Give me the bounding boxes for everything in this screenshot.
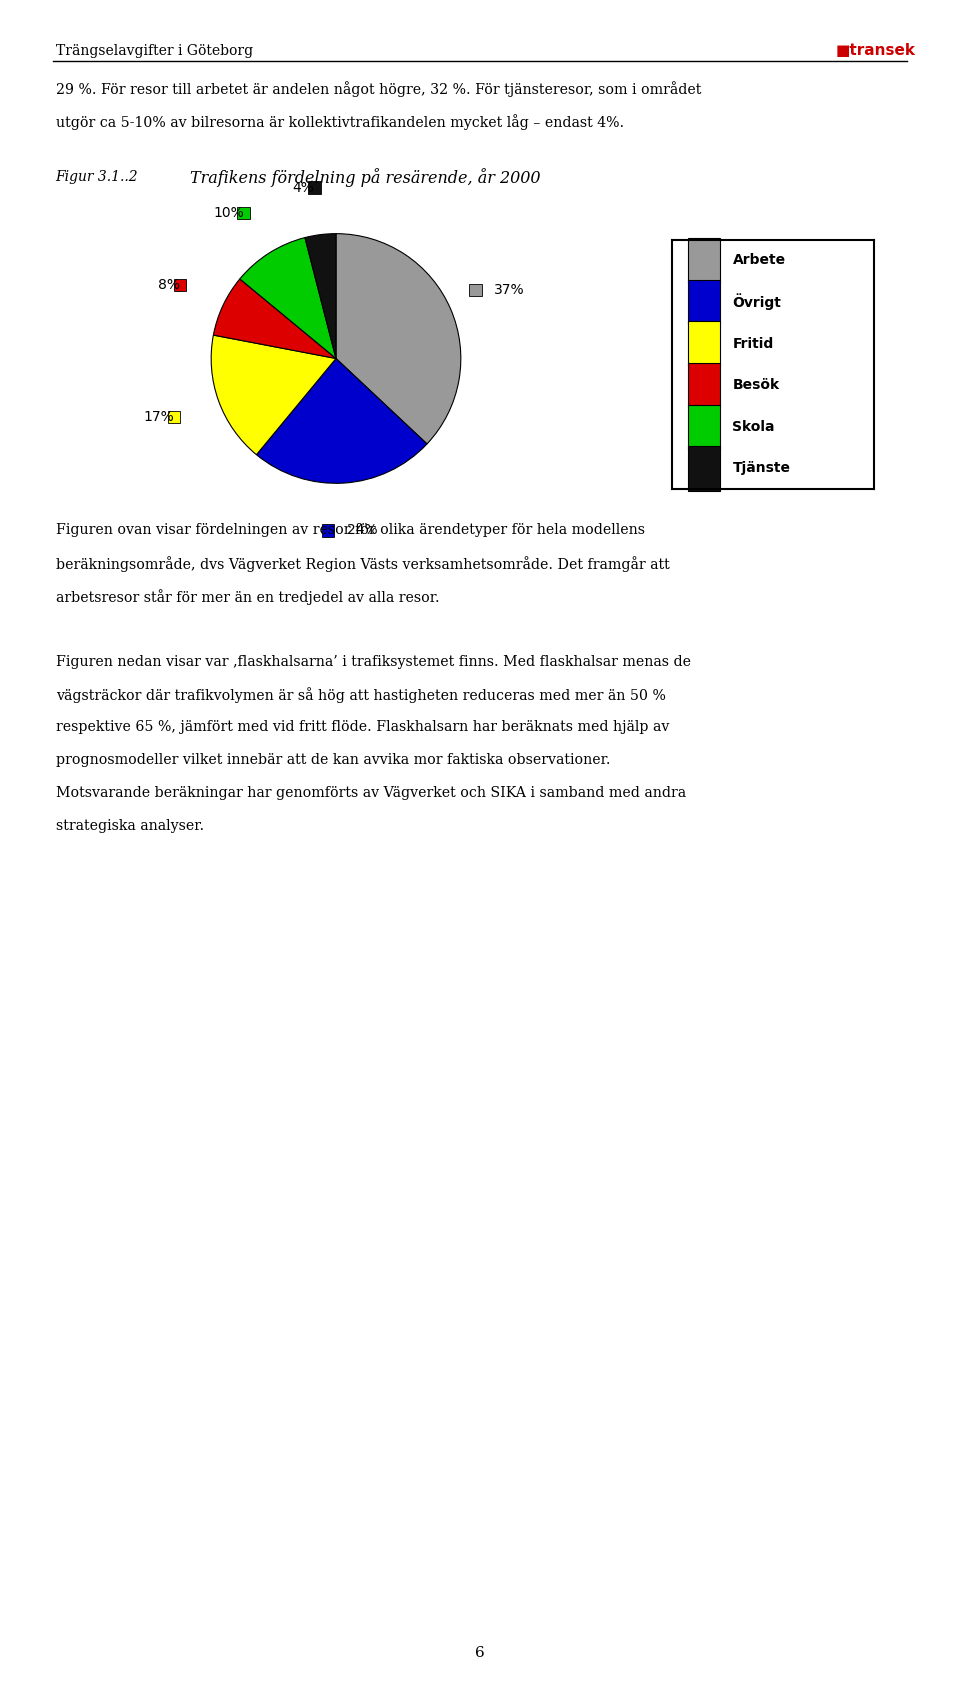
Text: Besök: Besök xyxy=(732,378,780,391)
Text: ■transek: ■transek xyxy=(835,44,915,57)
Wedge shape xyxy=(211,336,336,455)
Text: respektive 65 %, jämfört med vid fritt flöde. Flaskhalsarn har beräknats med hjä: respektive 65 %, jämfört med vid fritt f… xyxy=(56,720,669,734)
Text: Skola: Skola xyxy=(732,420,775,434)
Wedge shape xyxy=(256,359,427,482)
FancyBboxPatch shape xyxy=(308,181,321,194)
FancyBboxPatch shape xyxy=(322,525,334,536)
Text: Motsvarande beräkningar har genomförts av Vägverket och SIKA i samband med andra: Motsvarande beräkningar har genomförts a… xyxy=(56,786,685,800)
Text: Figuren nedan visar var ‚flaskhalsarna’ i trafiksystemet finns. Med flaskhalsar : Figuren nedan visar var ‚flaskhalsarna’ … xyxy=(56,655,690,668)
Text: 4%: 4% xyxy=(293,181,315,194)
Text: strategiska analyser.: strategiska analyser. xyxy=(56,820,204,833)
FancyBboxPatch shape xyxy=(688,238,720,282)
Text: beräkningsområde, dvs Vägverket Region Västs verksamhetsområde. Det framgår att: beräkningsområde, dvs Vägverket Region V… xyxy=(56,557,669,572)
FancyBboxPatch shape xyxy=(688,280,720,324)
Text: 29 %. För resor till arbetet är andelen något högre, 32 %. För tjänsteresor, som: 29 %. För resor till arbetet är andelen … xyxy=(56,81,701,96)
Text: vägsträckor där trafikvolymen är så hög att hastigheten reduceras med mer än 50 : vägsträckor där trafikvolymen är så hög … xyxy=(56,688,665,703)
FancyBboxPatch shape xyxy=(174,278,186,292)
Text: Tjänste: Tjänste xyxy=(732,462,790,476)
FancyBboxPatch shape xyxy=(688,447,720,491)
Text: utgör ca 5-10% av bilresorna är kollektivtrafikandelen mycket låg – endast 4%.: utgör ca 5-10% av bilresorna är kollekti… xyxy=(56,115,624,130)
Text: arbetsresor står för mer än en tredjedel av alla resor.: arbetsresor står för mer än en tredjedel… xyxy=(56,589,440,604)
FancyBboxPatch shape xyxy=(688,322,720,366)
Text: Trängselavgifter i Göteborg: Trängselavgifter i Göteborg xyxy=(56,44,252,57)
Wedge shape xyxy=(213,278,336,359)
Text: Övrigt: Övrigt xyxy=(732,294,781,310)
Text: Trafikens fördelning på resärende, år 2000: Trafikens fördelning på resärende, år 20… xyxy=(189,167,540,187)
Text: Figuren ovan visar fördelningen av resor för olika ärendetyper för hela modellen: Figuren ovan visar fördelningen av resor… xyxy=(56,523,645,536)
FancyBboxPatch shape xyxy=(168,410,180,423)
FancyBboxPatch shape xyxy=(688,363,720,407)
FancyBboxPatch shape xyxy=(688,405,720,449)
Text: 37%: 37% xyxy=(494,283,525,297)
FancyBboxPatch shape xyxy=(469,283,482,297)
Text: Fritid: Fritid xyxy=(732,337,774,351)
Wedge shape xyxy=(240,238,336,359)
Text: 24%: 24% xyxy=(347,523,377,538)
Text: 17%: 17% xyxy=(143,410,174,423)
Wedge shape xyxy=(305,234,336,359)
FancyBboxPatch shape xyxy=(237,208,250,219)
Text: 6: 6 xyxy=(475,1647,485,1660)
Text: Figur 3.1..2: Figur 3.1..2 xyxy=(56,170,138,184)
Text: 10%: 10% xyxy=(213,206,244,219)
Text: prognosmodeller vilket innebär att de kan avvika mor faktiska observationer.: prognosmodeller vilket innebär att de ka… xyxy=(56,754,611,768)
Text: 8%: 8% xyxy=(158,278,180,292)
Wedge shape xyxy=(336,234,461,444)
Text: Arbete: Arbete xyxy=(732,253,785,267)
